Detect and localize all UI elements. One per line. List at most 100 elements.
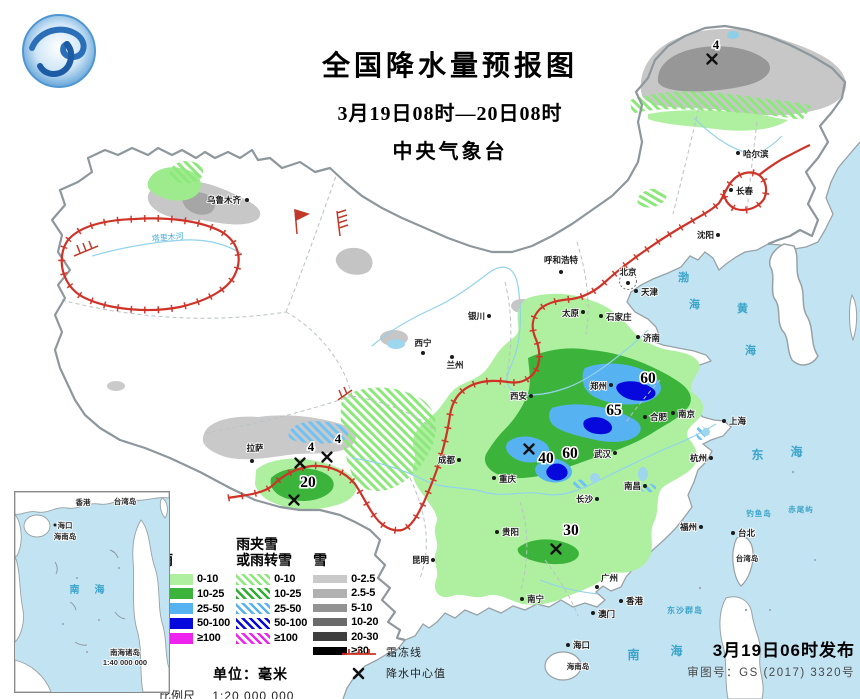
svg-text:重庆: 重庆 [499,474,517,484]
legend-sleet-header-line1: 雨夹雪 [236,538,279,553]
scale-value: 1:20 000 000 [212,689,295,699]
svg-text:南: 南 [70,583,81,596]
svg-text:海: 海 [689,297,701,311]
legend-swatch [159,617,193,629]
legend-swatch [236,573,271,585]
svg-text:沈阳: 沈阳 [697,230,714,240]
legend-row: 50-100 [159,617,230,629]
cma-logo [22,14,96,88]
svg-text:渤: 渤 [678,270,690,284]
svg-text:北京: 北京 [619,267,637,277]
precip-center-label: 降水中心值 [386,668,446,680]
svg-text:海南岛: 海南岛 [54,531,77,541]
beijing-municipality-ring [619,272,637,290]
legend-swatch [236,617,271,629]
taiwan-island [732,536,754,587]
tibet-darkgreen-patch [270,468,334,501]
svg-text:石家庄: 石家庄 [605,312,632,322]
legend-swatch [159,573,193,585]
svg-text:长春: 长春 [736,186,754,196]
svg-text:东: 东 [751,447,764,462]
legend-range-label: 0-2.5 [351,573,376,585]
svg-text:广州: 广州 [601,573,618,583]
legend-swatch [159,588,193,600]
svg-text:南京: 南京 [678,409,696,419]
legend-swatch [313,632,348,641]
legend-range-label: 25-50 [197,602,225,615]
svg-text:65: 65 [606,402,622,419]
coastline [342,141,860,699]
svg-text:武汉: 武汉 [594,449,612,459]
wind-barb-icons [73,208,353,401]
symbol-legend: 霜冻线 降水中心值 [338,644,446,686]
legend-row: ≥100 [159,632,230,644]
legend-sleet-header: 雨夹雪 或雨转雪 [236,532,307,570]
svg-text:黄: 黄 [737,301,749,315]
legend-row: 0-10 [159,573,230,585]
frost-line-label: 霜冻线 [386,647,422,659]
legend-swatch [159,632,193,644]
svg-text:海: 海 [95,583,106,596]
svg-text:郑州: 郑州 [590,381,607,391]
svg-text:4: 4 [713,37,720,52]
legend-row: 5-10 [313,602,378,614]
legend-row: 10-25 [236,588,307,600]
legend-swatch [313,646,348,656]
svg-text:台湾岛: 台湾岛 [114,496,137,506]
legend-sleet-column: 雨夹雪 或雨转雪 0-10 10-25 25-50 50-100 ≥100 [236,532,307,659]
legend-range-label: 50-100 [274,617,308,630]
svg-text:西安: 西安 [510,391,528,401]
svg-text:海南岛: 海南岛 [567,661,590,671]
legend-range-label: 20-30 [351,630,379,643]
precip-center-x-marks [288,53,718,555]
svg-text:海: 海 [790,444,803,459]
scale-label: 比例尺 [159,689,196,699]
svg-text:澳门: 澳门 [598,609,615,619]
svg-text:拉萨: 拉萨 [246,443,264,453]
hainan-island [544,651,582,681]
legend-swatch [313,617,348,627]
svg-text:太原: 太原 [561,308,580,318]
title-block: 全国降水量预报图 3月19日08时—20日08时 中央气象台 [250,44,650,164]
svg-text:海口: 海口 [573,640,590,650]
philippines-island [719,596,764,699]
svg-text:上海: 上海 [729,416,747,426]
legend-range-label: ≥100 [274,632,298,645]
precip-value-labels: 60 65 60 40 30 20 4 4 4 [299,36,722,541]
inset-land [15,492,169,692]
legend-range-label: 25-50 [274,602,302,615]
svg-text:呼和浩特: 呼和浩特 [544,255,579,265]
legend-swatch [236,588,271,600]
issue-info: 3月19日06时发布 审图号：GS (2017) 3320号 [687,636,855,680]
svg-text:成都: 成都 [438,455,456,465]
svg-text:合肥: 合肥 [649,412,668,422]
national-border [50,24,847,642]
svg-text:60: 60 [562,445,578,462]
svg-text:兰州: 兰州 [446,360,463,370]
legend-row: 20-30 [313,631,378,643]
legend-range-label: 50-100 [197,617,231,630]
forecast-period: 3月19日08时—20日08时 [337,103,563,125]
legend-row: 25-50 [159,603,230,615]
map-approval-number: 审图号：GS (2017) 3320号 [687,667,855,679]
legend-range-label: 2.5-5 [351,587,376,600]
svg-text:4: 4 [308,439,315,454]
legend-snow-header: 雪 [313,554,328,569]
legend-row: 0-2.5 [313,573,378,585]
svg-text:长沙: 长沙 [576,494,594,504]
svg-text:东沙群岛: 东沙群岛 [667,605,703,615]
issue-time: 3月19日06时发布 [712,641,855,660]
svg-text:钓鱼岛: 钓鱼岛 [746,508,772,518]
sleet-hatch-areas [169,91,812,493]
legend-row: 10-20 [313,616,378,628]
svg-text:台湾岛: 台湾岛 [736,553,759,563]
svg-text:海口: 海口 [58,520,73,530]
legend-row: 50-100 [236,617,307,629]
legend-unit: 单位：毫米 [213,668,288,684]
province-borders [61,101,758,617]
